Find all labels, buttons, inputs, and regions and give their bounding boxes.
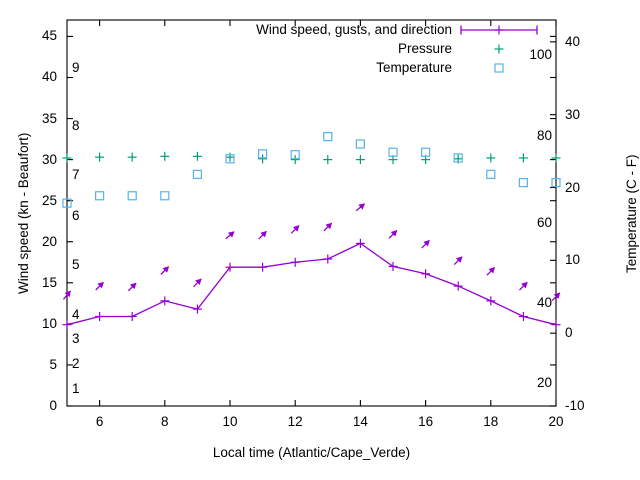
- wind-direction-arrow: [358, 203, 366, 210]
- wind-direction-arrow: [423, 239, 430, 247]
- beaufort-label-2: 2: [72, 355, 80, 371]
- beaufort-label-9: 9: [72, 60, 80, 76]
- fahrenheit-label-100: 100: [529, 47, 552, 63]
- wind-direction-arrow: [260, 230, 267, 238]
- beaufort-label-6: 6: [72, 208, 80, 224]
- y-tick-label-40: 40: [41, 69, 57, 85]
- wind-direction-arrow: [390, 230, 398, 237]
- y2-tick-label-10: 10: [565, 252, 581, 268]
- y-tick-label-20: 20: [41, 233, 57, 249]
- temperature-marker: [551, 178, 561, 188]
- x-tick-label-14: 14: [352, 414, 368, 429]
- temperature-marker: [388, 147, 398, 157]
- wind-direction-arrow: [97, 281, 104, 289]
- temperature-marker: [290, 150, 300, 160]
- legend-label-2: Temperature: [376, 60, 452, 75]
- temperature-marker: [323, 132, 333, 142]
- x-tick-label-10: 10: [222, 414, 238, 429]
- y-tick-label-0: 0: [49, 398, 57, 413]
- fahrenheit-label-60: 60: [536, 214, 552, 230]
- y-tick-label-25: 25: [41, 192, 57, 208]
- x-tick-label-6: 6: [95, 414, 104, 429]
- beaufort-label-8: 8: [72, 117, 80, 133]
- x-tick-label-20: 20: [548, 414, 564, 429]
- wind-direction-arrow: [227, 231, 235, 238]
- temperature-marker: [486, 169, 496, 179]
- temperature-marker: [518, 178, 529, 188]
- wind-direction-arrow: [455, 256, 463, 263]
- temperature-marker: [62, 198, 72, 208]
- wind-direction-arrow: [162, 266, 170, 273]
- fahrenheit-label-80: 80: [536, 127, 552, 143]
- y2-tick-label--10: -10: [565, 398, 585, 413]
- wind-direction-arrow: [553, 292, 561, 300]
- temperature-marker: [421, 147, 431, 157]
- legend-label-1: Pressure: [397, 41, 452, 56]
- y2-tick-label-30: 30: [565, 106, 581, 122]
- x-tick-label-18: 18: [483, 414, 499, 429]
- wind-direction-arrow: [195, 278, 202, 286]
- y-tick-label-15: 15: [41, 274, 57, 290]
- beaufort-label-4: 4: [72, 306, 80, 322]
- beaufort-label-7: 7: [72, 167, 80, 183]
- wind-direction-arrow: [64, 290, 71, 298]
- temperature-marker: [225, 154, 235, 164]
- y2-tick-label-20: 20: [565, 179, 581, 195]
- temperature-marker: [127, 191, 137, 201]
- wind-direction-arrow: [292, 225, 300, 232]
- y-tick-label-5: 5: [49, 356, 57, 372]
- legend-label-0: Wind speed, gusts, and direction: [256, 22, 452, 37]
- y-tick-label-35: 35: [41, 110, 57, 126]
- x-tick-label-8: 8: [161, 414, 169, 429]
- wind-direction-arrow: [521, 281, 528, 289]
- wind-direction-arrow: [325, 222, 333, 230]
- temperature-marker: [258, 149, 268, 159]
- wind-speed-line: [66, 242, 557, 326]
- temperature-marker: [453, 153, 463, 163]
- legend-sample-square-2: [494, 63, 504, 73]
- x-tick-label-12: 12: [287, 414, 303, 429]
- wind-direction-arrow: [488, 267, 496, 274]
- plot-frame: [66, 19, 557, 407]
- temperature-marker: [94, 191, 105, 201]
- temperature-marker: [192, 169, 202, 179]
- fahrenheit-label-20: 20: [536, 375, 552, 391]
- beaufort-label-1: 1: [72, 380, 80, 396]
- temperature-marker: [355, 139, 365, 149]
- wind-direction-arrow: [129, 282, 137, 290]
- y2-tick-label-40: 40: [565, 33, 581, 49]
- x-tick-label-16: 16: [418, 414, 434, 429]
- beaufort-label-5: 5: [72, 257, 80, 273]
- y2-tick-label-0: 0: [565, 325, 573, 341]
- y-tick-label-10: 10: [41, 315, 57, 331]
- beaufort-label-3: 3: [72, 331, 80, 347]
- temperature-marker: [160, 191, 170, 201]
- fahrenheit-label-40: 40: [536, 295, 552, 311]
- x-axis-title: Local time (Atlantic/Cape_Verde): [212, 445, 411, 460]
- y-tick-label-30: 30: [41, 151, 57, 167]
- y-tick-label-45: 45: [41, 28, 57, 44]
